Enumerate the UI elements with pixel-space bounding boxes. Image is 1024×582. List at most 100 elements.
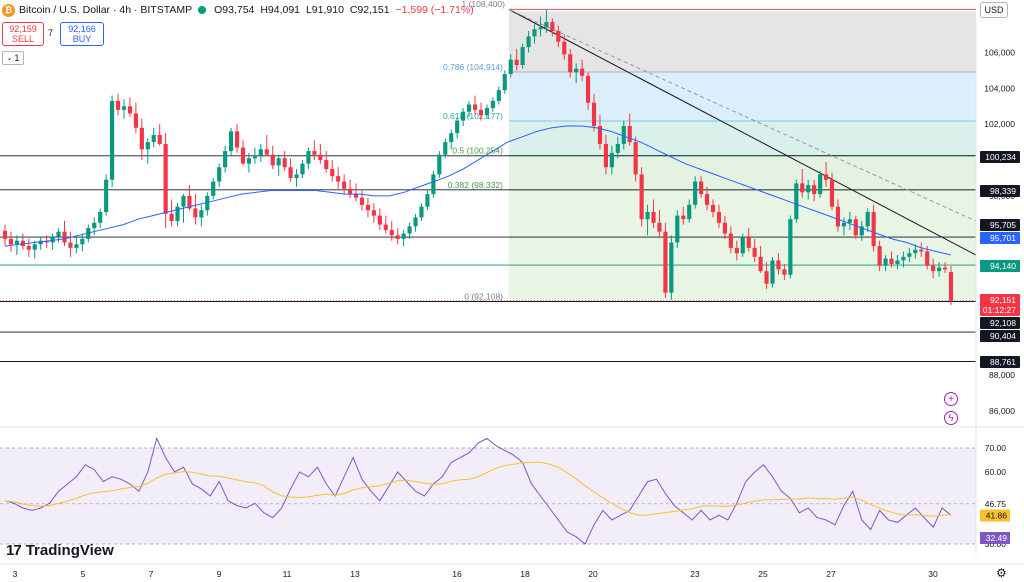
candle-body[interactable] xyxy=(151,134,156,143)
candle-body[interactable] xyxy=(175,206,180,221)
symbol-title[interactable]: Bitcoin / U.S. Dollar · 4h · BITSTAMP xyxy=(19,4,193,16)
candle-body[interactable] xyxy=(68,242,73,248)
candle-body[interactable] xyxy=(187,195,192,209)
candle-body[interactable] xyxy=(800,183,805,193)
candle-body[interactable] xyxy=(252,156,257,159)
candle-body[interactable] xyxy=(609,152,614,168)
candle-body[interactable] xyxy=(615,143,620,153)
candle-body[interactable] xyxy=(478,109,484,116)
candle-body[interactable] xyxy=(264,149,269,155)
candle-body[interactable] xyxy=(466,104,472,112)
candle-body[interactable] xyxy=(550,22,555,32)
candle-body[interactable] xyxy=(728,233,733,248)
candle-body[interactable] xyxy=(776,260,781,270)
candle-body[interactable] xyxy=(139,127,144,150)
candle-body[interactable] xyxy=(925,251,930,266)
candle-body[interactable] xyxy=(663,231,668,293)
candle-body[interactable] xyxy=(38,240,43,245)
candle-body[interactable] xyxy=(627,125,632,143)
candle-body[interactable] xyxy=(431,174,436,195)
candle-body[interactable] xyxy=(401,233,406,239)
candle-body[interactable] xyxy=(300,163,305,175)
candle-body[interactable] xyxy=(603,143,609,168)
tradingview-logo[interactable]: 17 TradingView xyxy=(6,542,114,559)
candle-body[interactable] xyxy=(288,167,293,178)
candle-body[interactable] xyxy=(484,108,490,116)
candle-body[interactable] xyxy=(240,147,246,164)
candle-body[interactable] xyxy=(710,204,716,213)
candle-body[interactable] xyxy=(835,206,841,227)
candle-body[interactable] xyxy=(449,133,454,143)
candle-body[interactable] xyxy=(80,238,85,245)
candle-body[interactable] xyxy=(306,151,311,164)
candle-body[interactable] xyxy=(437,154,442,175)
candle-body[interactable] xyxy=(14,240,19,245)
candle-body[interactable] xyxy=(829,179,835,207)
candle-body[interactable] xyxy=(782,269,787,275)
candle-body[interactable] xyxy=(556,31,561,42)
candle-body[interactable] xyxy=(806,185,811,193)
candle-body[interactable] xyxy=(2,230,8,239)
sell-button[interactable]: 92,159 SELL xyxy=(2,22,44,46)
candle-body[interactable] xyxy=(931,265,936,272)
candle-body[interactable] xyxy=(823,174,829,180)
candle-body[interactable] xyxy=(942,267,948,270)
candle-body[interactable] xyxy=(347,188,353,195)
candle-body[interactable] xyxy=(229,131,234,152)
candle-body[interactable] xyxy=(633,142,638,175)
candle-body[interactable] xyxy=(538,27,543,30)
candle-body[interactable] xyxy=(639,174,644,220)
candle-body[interactable] xyxy=(86,228,91,239)
gear-icon[interactable]: ⚙ xyxy=(996,566,1007,580)
candle-body[interactable] xyxy=(26,246,31,250)
candle-body[interactable] xyxy=(104,179,109,213)
trendline-dashed[interactable] xyxy=(508,9,977,222)
candle-body[interactable] xyxy=(127,106,133,114)
candle-body[interactable] xyxy=(413,217,418,227)
candle-body[interactable] xyxy=(758,256,763,272)
candle-body[interactable] xyxy=(377,215,382,225)
candle-body[interactable] xyxy=(294,174,299,178)
candle-body[interactable] xyxy=(98,212,103,223)
candle-body[interactable] xyxy=(746,237,751,248)
candle-body[interactable] xyxy=(788,219,793,275)
candle-body[interactable] xyxy=(199,210,204,218)
candle-body[interactable] xyxy=(818,174,823,195)
candle-body[interactable] xyxy=(169,213,174,221)
candle-body[interactable] xyxy=(877,246,882,266)
candle-body[interactable] xyxy=(193,208,198,218)
candle-body[interactable] xyxy=(282,158,287,168)
candle-body[interactable] xyxy=(597,125,603,144)
candle-body[interactable] xyxy=(490,100,495,109)
candle-body[interactable] xyxy=(276,158,281,166)
candle-body[interactable] xyxy=(752,247,757,257)
candle-body[interactable] xyxy=(681,215,686,220)
candle-body[interactable] xyxy=(520,47,525,66)
candle-body[interactable] xyxy=(181,195,186,207)
candle-body[interactable] xyxy=(62,231,67,243)
candle-body[interactable] xyxy=(812,185,817,195)
candle-body[interactable] xyxy=(734,247,739,254)
candle-body[interactable] xyxy=(699,181,704,195)
candle-body[interactable] xyxy=(234,131,240,148)
candle-body[interactable] xyxy=(502,74,507,91)
candle-body[interactable] xyxy=(907,253,912,257)
candle-body[interactable] xyxy=(544,22,549,28)
candle-body[interactable] xyxy=(901,256,906,261)
candle-body[interactable] xyxy=(20,240,25,247)
candle-body[interactable] xyxy=(407,226,412,234)
candle-body[interactable] xyxy=(472,104,478,110)
candle-body[interactable] xyxy=(651,212,656,223)
candle-body[interactable] xyxy=(312,151,317,155)
candle-body[interactable] xyxy=(389,229,394,236)
candle-body[interactable] xyxy=(163,143,168,214)
lot-size-dropdown[interactable]: ⌄ 1 xyxy=(2,51,24,65)
candle-body[interactable] xyxy=(74,244,79,248)
candle-body[interactable] xyxy=(871,212,876,247)
lightning-icon[interactable]: ϟ xyxy=(944,411,958,425)
candle-body[interactable] xyxy=(568,54,573,73)
candle-body[interactable] xyxy=(687,204,692,220)
candle-body[interactable] xyxy=(371,210,376,216)
candle-body[interactable] xyxy=(693,181,698,205)
candle-body[interactable] xyxy=(574,68,579,73)
